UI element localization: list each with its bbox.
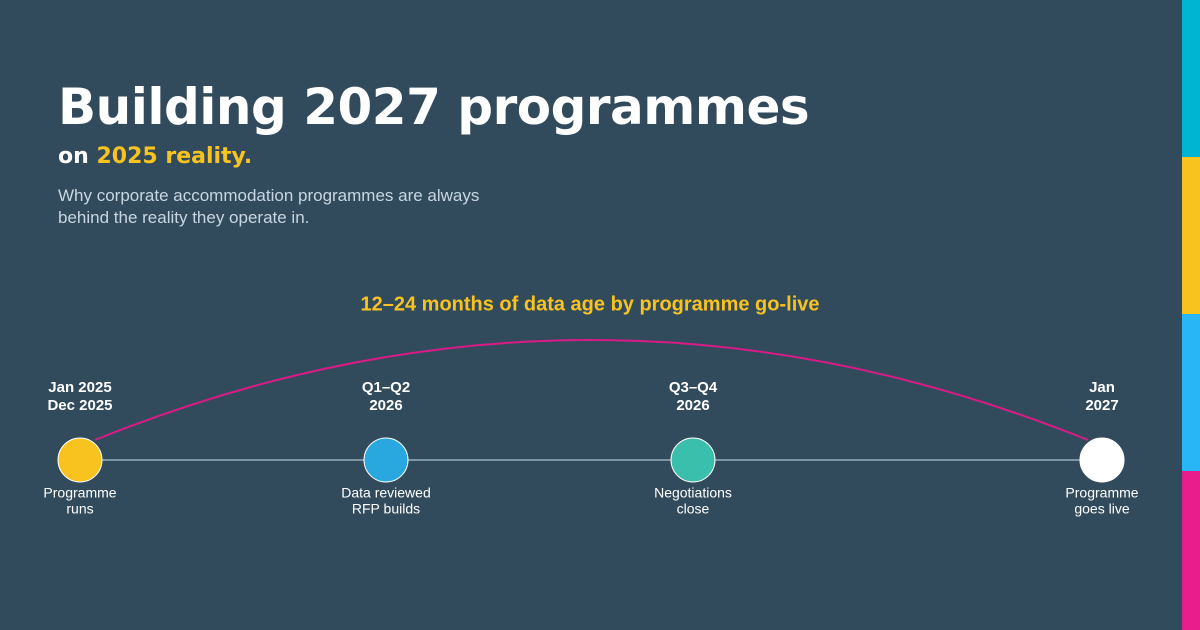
stripe — [1182, 157, 1200, 314]
title: Building 2027 programmes — [58, 78, 810, 136]
node-date: Q1–Q2 — [362, 379, 410, 396]
arc — [94, 339, 1089, 441]
stripe — [1182, 0, 1200, 157]
node-caption: Programme — [1065, 485, 1138, 501]
node — [363, 437, 409, 483]
node — [670, 437, 716, 483]
node-date: Jan — [1089, 379, 1115, 396]
stripe — [1182, 314, 1200, 471]
node-date: Jan 2025 — [48, 379, 111, 396]
subtitle-highlight: 2025 reality. — [96, 144, 253, 169]
node-caption: close — [677, 501, 710, 517]
node-date: 2027 — [1085, 397, 1118, 414]
node — [1079, 437, 1125, 483]
node-caption: goes live — [1074, 501, 1129, 517]
stripe — [1182, 471, 1200, 630]
node-caption: RFP builds — [352, 501, 420, 517]
node-date: 2026 — [369, 397, 402, 414]
node — [57, 437, 103, 483]
node-caption: Data reviewed — [341, 485, 431, 501]
subtitle-lead: on — [58, 144, 89, 169]
node-caption: runs — [66, 501, 93, 517]
node-date: 2026 — [676, 397, 709, 414]
node-date: Q3–Q4 — [669, 379, 718, 396]
node-date: Dec 2025 — [47, 397, 112, 414]
subtitle: on 2025 reality. — [58, 144, 252, 169]
arc-label: 12–24 months of data age by programme go… — [360, 293, 819, 315]
description: Why corporate accommodation programmes a… — [58, 186, 480, 227]
node-caption: Negotiations — [654, 485, 732, 501]
node-caption: Programme — [43, 485, 116, 501]
